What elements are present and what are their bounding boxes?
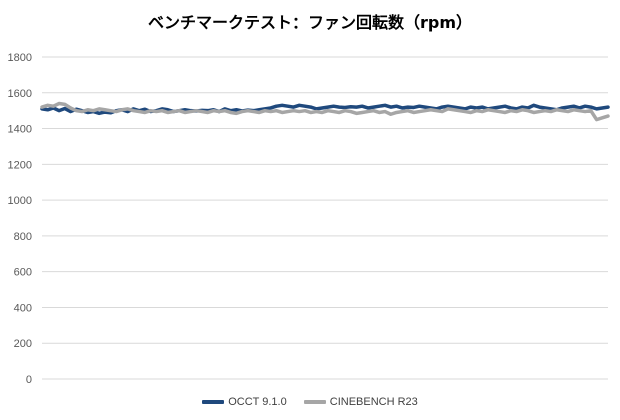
y-tick-label-800: 800 — [14, 231, 32, 243]
gridlines — [42, 56, 608, 380]
y-tick-label-1800: 1800 — [8, 52, 32, 64]
y-tick-label-400: 400 — [14, 302, 32, 314]
series-line-2 — [40, 101, 610, 122]
series-lines — [40, 101, 610, 122]
legend: OCCT 9.1.0 CINEBENCH R23 — [0, 396, 620, 408]
y-tick-label-1600: 1600 — [8, 88, 32, 100]
y-tick-label-600: 600 — [14, 267, 32, 279]
legend-swatch-series-1 — [202, 400, 225, 405]
legend-entry-series-1: OCCT 9.1.0 — [202, 396, 287, 408]
legend-swatch-series-2 — [303, 400, 326, 405]
y-tick-label-200: 200 — [14, 338, 32, 350]
legend-label-series-1: OCCT 9.1.0 — [228, 396, 287, 409]
y-tick-label-1400: 1400 — [8, 124, 32, 136]
chart-title: ベンチマークテスト：ファン回転数（rpm） — [147, 13, 473, 32]
legend-label-series-2: CINEBENCH R23 — [329, 396, 418, 409]
legend-entry-series-2: CINEBENCH R23 — [303, 396, 418, 409]
y-axis-tick-labels: 0 200 400 600 800 1000 1200 1400 1600 1800 — [8, 52, 32, 386]
y-tick-label-0: 0 — [26, 374, 32, 386]
y-tick-label-1000: 1000 — [8, 195, 32, 207]
y-tick-label-1200: 1200 — [8, 159, 32, 171]
